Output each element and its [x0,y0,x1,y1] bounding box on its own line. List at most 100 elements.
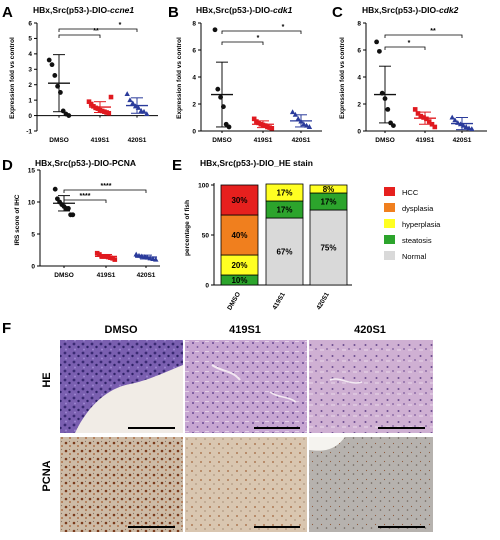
data-point [133,251,139,257]
row-label-pcna: PCNA [41,460,53,491]
data-point [88,101,94,107]
column-label-dmso: DMSO [105,324,138,336]
legend: HCC dysplasia hyperplasia steatosis Norm… [384,187,441,261]
sig-bracket [384,34,463,38]
data-point [269,126,275,131]
data-point [377,48,382,54]
y-tick-label: 4 [28,51,32,58]
column-label-420s1: 420S1 [354,324,386,336]
data-point [391,123,396,128]
micrograph-pcna-dmso [60,437,183,532]
data-point [66,206,71,211]
data-point [306,124,313,129]
panel-title-gene: ccne1 [110,5,134,15]
data-point [424,116,429,122]
panel-letter: D [2,157,13,174]
legend-label: dysplasia [402,204,434,213]
data-point [86,99,92,104]
row-label-he: HE [41,372,53,387]
x-tick-label: DMSO [226,291,242,311]
data-point [432,124,438,130]
y-tick-label: 0 [357,128,361,135]
x-tick-label: 420S1 [292,137,311,144]
legend-swatch-hcc [384,187,395,196]
panel-title-gene: cdk1 [273,5,293,15]
data-point [124,91,130,96]
panel-letter: B [168,4,179,21]
legend-label: HCC [402,188,419,197]
sig-bracket [63,189,147,193]
legend-label: hyperplasia [402,220,441,229]
panel-d: D HBx,Src(p53-)-DIO-PCNA IRS score of IH… [2,157,136,245]
y-axis-label: Expression fold vs control [339,37,346,119]
x-tick-label: 420S1 [453,137,472,144]
x-tick-label: DMSO [49,137,69,144]
sig-bracket [221,30,302,34]
y-tick-label: 8 [357,20,361,27]
y-axis-label: percentage of fish [184,200,191,256]
y-tick-label: 50 [202,233,210,240]
sig-bracket [221,41,264,45]
y-tick-label: 15 [28,167,36,174]
scatter-plot-c: 0 2 4 6 8 DMSO 419S1 420S1 [357,20,487,144]
panel-title-main: HBx,Src(p53-)-DIO- [362,5,439,15]
data-point [385,107,391,112]
y-tick-label: 4 [357,74,361,81]
data-point [463,124,469,129]
y-axis-label: Expression fold vs control [9,37,16,119]
data-point [141,108,147,114]
y-tick-label: 8 [192,20,196,27]
panel-title-main: HBx,Src(p53-)-DIO- [196,5,273,15]
x-tick-label: 419S1 [254,137,273,144]
x-tick-label: 419S1 [416,137,435,144]
bar-segment [220,184,259,216]
data-point [144,111,150,117]
data-point [301,121,307,127]
sig-marker: * [408,40,411,47]
micrograph-pcna-420s1 [309,437,433,532]
y-axis-label: IRS score of IHC [14,194,21,245]
panel-title-gene: cdk2 [439,5,459,15]
y-tick-label: 6 [192,47,196,54]
x-tick-label: 420S1 [128,137,147,144]
bar-segment [265,217,304,286]
x-tick-label: 419S1 [97,272,116,279]
panel-f: F DMSO 419S1 420S1 HE PCNA [2,320,433,532]
micrograph-he-dmso [60,340,183,433]
y-tick-label: 2 [357,101,361,108]
data-point [212,27,218,33]
bar-segment [309,184,348,194]
bar-value-label: 17% [276,206,292,215]
bar-value-label: 75% [320,244,336,253]
panel-title: HBx,Src(p53-)-DIO_HE stain [200,158,313,168]
scatter-plot-d: 0 5 10 15 DMSO 419S1 420S1 [28,167,160,279]
sig-marker: * [119,22,122,29]
data-point [289,109,296,115]
micrograph-pcna-419s1 [185,437,307,532]
x-tick-label: 420S1 [315,291,331,311]
bar-value-label: 67% [276,248,292,257]
y-tick-label: 2 [28,82,32,89]
x-tick-label: 420S1 [137,272,156,279]
data-point [452,117,458,123]
y-tick-label: 100 [198,183,209,190]
sig-marker: * [257,35,260,42]
data-point [49,62,55,68]
data-point [46,57,52,63]
micrograph-he-420s1 [309,340,433,433]
micrograph-he-419s1 [185,340,307,433]
panel-a: A HBx,Src(p53-)-DIO-ccne1 Expression fol… [2,4,134,119]
data-point [418,113,424,119]
data-point [130,100,136,106]
x-tick-label: DMSO [375,137,395,144]
y-tick-label: 4 [192,74,196,81]
legend-label: Normal [402,252,427,261]
legend-swatch-hyperplasia [384,219,395,228]
panel-letter: A [2,4,13,21]
bar-value-label: 17% [276,189,292,198]
y-tick-label: 0 [192,128,196,135]
y-tick-label: 0 [28,113,32,120]
bar-value-label: 17% [320,198,336,207]
